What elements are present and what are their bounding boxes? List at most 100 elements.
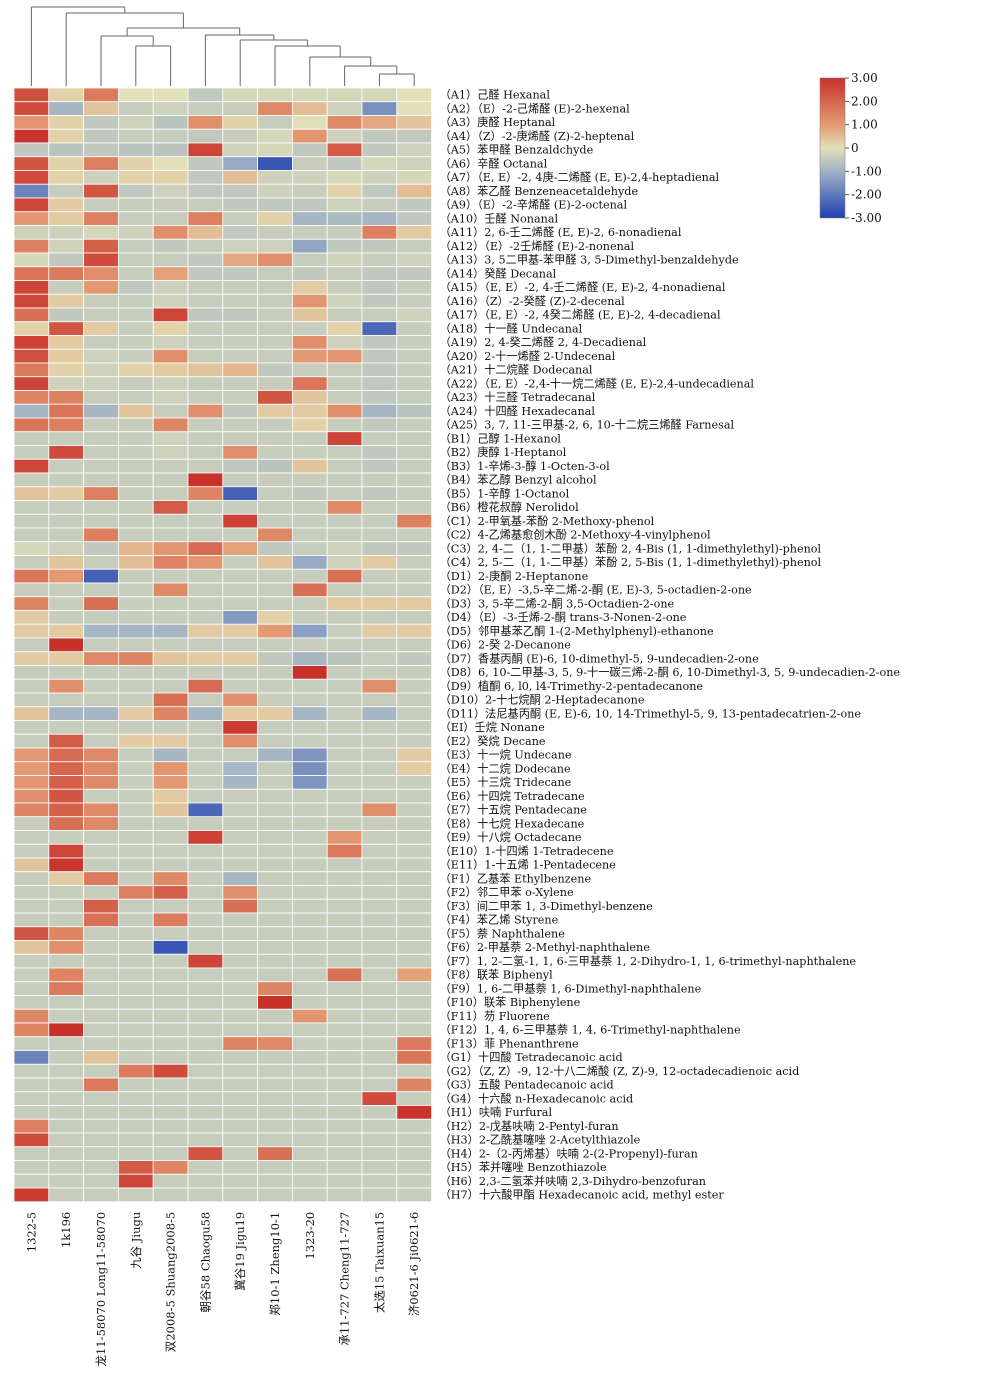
heatmap-cell [13,1187,50,1203]
heatmap-cell [396,1105,432,1120]
heatmap-cell [222,87,259,103]
heatmap-cell [291,1132,328,1148]
heatmap-cell [83,486,119,501]
heatmap-cell [291,830,328,845]
heatmap-cell [257,692,293,708]
heatmap-cell [187,637,224,653]
heatmap-cell [222,926,259,941]
heatmap-cell [291,940,328,955]
heatmap-cell [361,1063,398,1079]
heatmap-cell [326,967,363,983]
heatmap-cell [83,898,119,914]
heatmap-cell [187,1077,224,1093]
heatmap-cell [13,445,50,460]
heatmap-cell [152,1050,189,1065]
heatmap-cell [13,348,50,364]
heatmap-cell [48,940,84,955]
row-label: （D6）2-癸 2-Decanone [440,638,572,652]
row-label: （A2）（E）-2-己烯醛 (E)-2-hexenal [440,101,631,115]
heatmap-cell [326,1077,363,1093]
heatmap-cell [396,733,432,749]
heatmap-cell [396,706,432,721]
heatmap-cell [152,376,189,391]
heatmap-cell [326,953,363,969]
heatmap-cell [187,486,224,501]
heatmap-cell [118,280,154,295]
heatmap-cell [118,678,154,694]
heatmap-cell [291,307,328,323]
heatmap-cell [396,293,432,309]
heatmap-cell [83,170,119,185]
heatmap-cell [187,802,224,818]
row-label: （B2）庚醇 1-Heptanol [440,445,567,459]
heatmap-cell [326,1050,363,1065]
heatmap-cell [326,225,363,240]
heatmap-cell [361,472,398,488]
heatmap-cell [222,142,259,158]
heatmap-cell [48,995,84,1010]
heatmap-cell [361,142,398,158]
row-label: （H5）苯并噻唑 Benzothiazole [440,1160,607,1174]
heatmap-cell [83,417,119,433]
heatmap-cell [48,348,84,364]
heatmap-cell [118,486,154,501]
heatmap-cell [187,197,224,213]
heatmap-cell [361,197,398,213]
row-label: （F10）联苯 Biphenylene [440,995,581,1009]
heatmap-cell [13,885,50,900]
heatmap-cell [257,321,293,336]
heatmap-cell [396,720,432,735]
heatmap-cell [152,445,189,460]
heatmap-cell [257,885,293,900]
heatmap-cell [257,513,293,529]
heatmap-cell [396,376,432,391]
heatmap-cell [152,816,189,831]
heatmap-cell [13,1118,50,1134]
heatmap-cell [222,775,259,790]
heatmap-cell [48,775,84,790]
heatmap-cell [13,87,50,103]
heatmap-cell [257,348,293,364]
heatmap-cell [13,995,50,1010]
heatmap-cell [291,623,328,639]
heatmap-cell [152,225,189,240]
heatmap-cell [361,678,398,694]
heatmap-cell [396,335,432,350]
heatmap-cell [396,1036,432,1051]
heatmap-cell [222,431,259,446]
heatmap-cell [48,335,84,350]
heatmap-cell [13,280,50,295]
heatmap-cell [83,733,119,749]
heatmap-cell [222,280,259,295]
heatmap-cell [152,926,189,941]
heatmap-cell [257,1050,293,1065]
heatmap-cell [222,940,259,955]
heatmap-cell [291,348,328,364]
heatmap-cell [83,857,119,873]
heatmap-cell [118,376,154,391]
heatmap-cell [396,513,432,529]
heatmap-cell [48,885,84,900]
heatmap-cell [257,197,293,213]
heatmap-cell [291,1077,328,1093]
heatmap-cell [326,293,363,309]
heatmap-cell [222,788,259,804]
heatmap-cell [187,967,224,983]
heatmap-cell [118,610,154,625]
heatmap-cell [187,307,224,323]
heatmap-cell [326,307,363,323]
heatmap-cell [396,1050,432,1065]
heatmap-cell [257,1077,293,1093]
heatmap-cell [291,788,328,804]
row-label: （E8）十七烷 Hexadecane [440,816,585,830]
heatmap-cell [361,981,398,996]
heatmap-cell [396,912,432,928]
heatmap-cell [326,747,363,763]
heatmap-cell [257,926,293,941]
row-label: （D3）3, 5-辛二烯-2-酮 3,5-Octadien-2-one [440,596,675,610]
heatmap-cell [361,651,398,666]
heatmap-cell [257,981,293,996]
heatmap-cell [83,761,119,776]
heatmap-cell [118,238,154,254]
row-label: （A19）2, 4-癸二烯醛 2, 4-Decadienal [440,335,647,349]
